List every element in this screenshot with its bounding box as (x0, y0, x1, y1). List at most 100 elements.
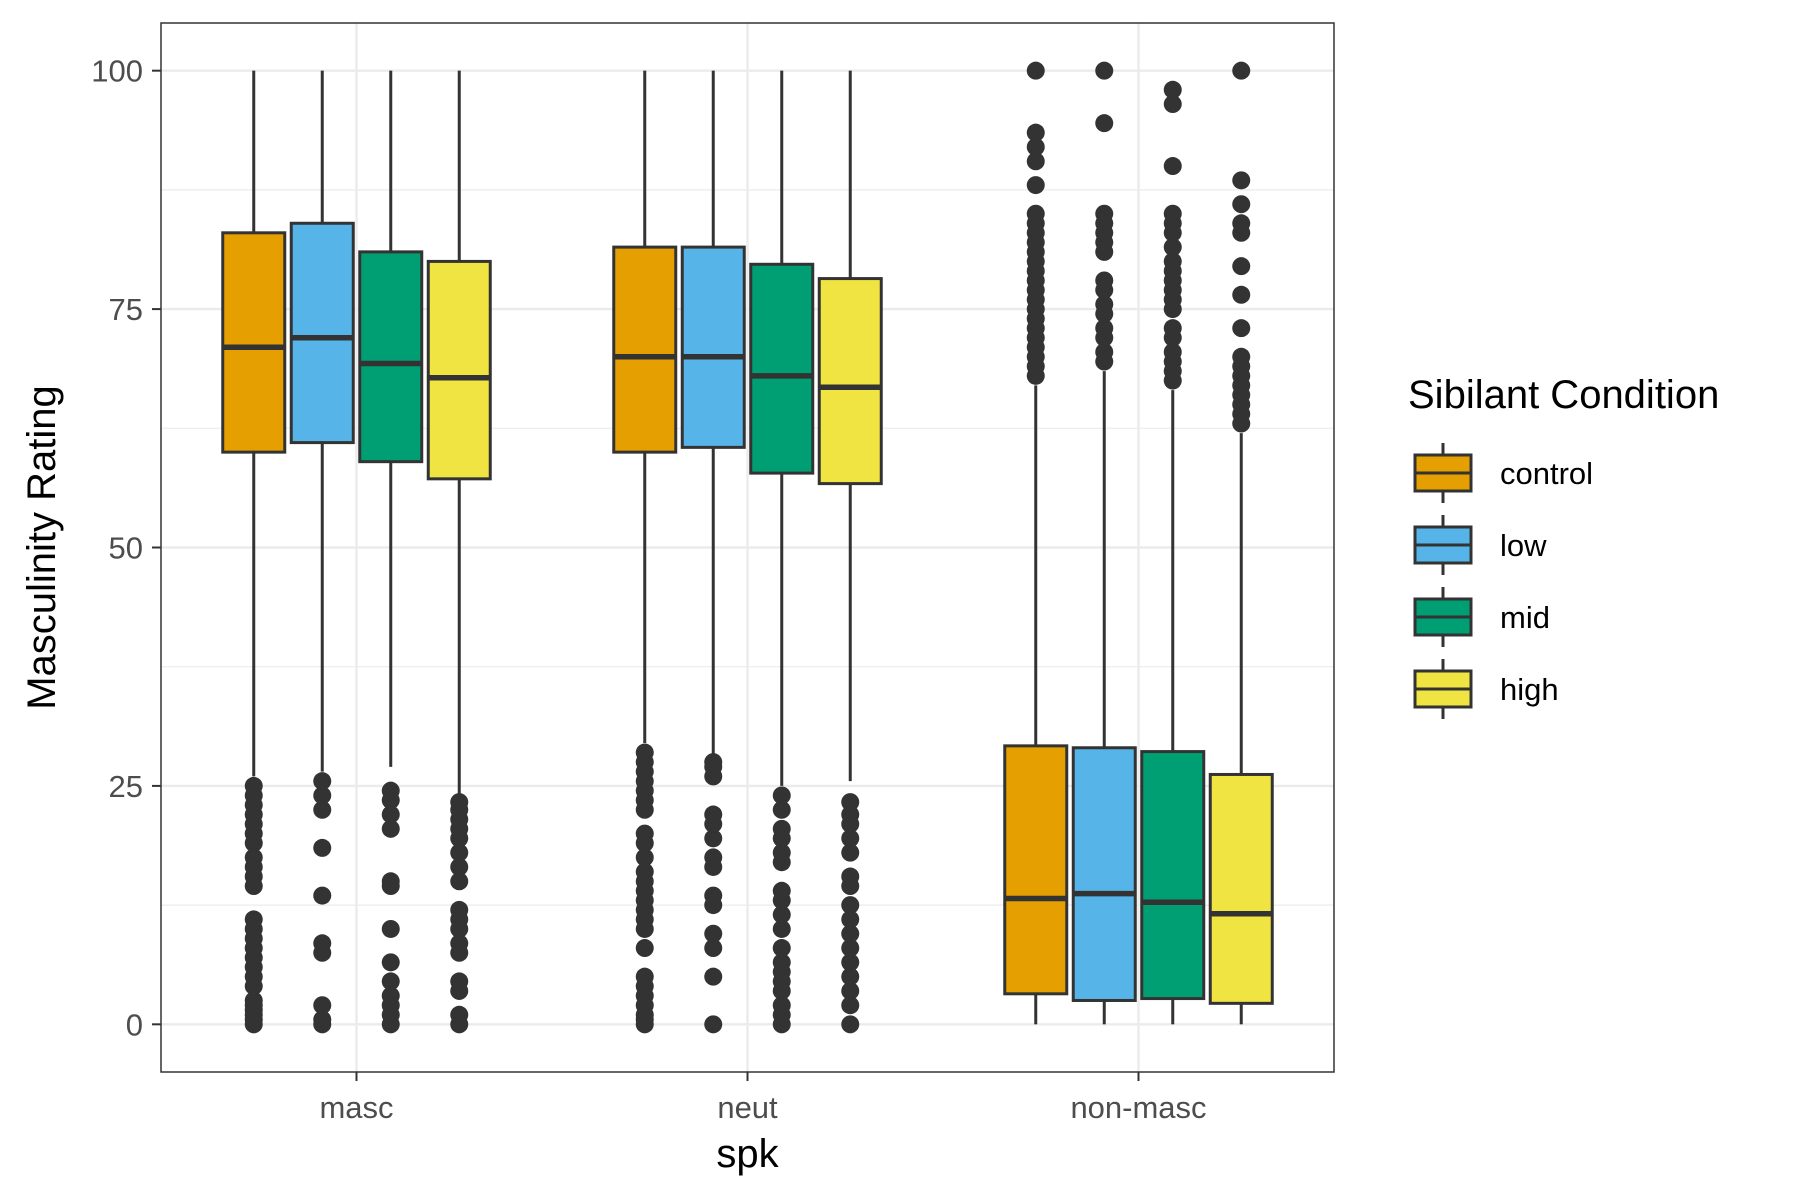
series-high (426, 61, 1274, 1034)
outlier-point (841, 843, 860, 862)
legend-label-mid: mid (1500, 600, 1550, 635)
legend: Sibilant Condition control low mid high (1408, 373, 1719, 719)
outlier-point (1095, 61, 1114, 80)
outlier-point (772, 919, 791, 938)
outlier-point (841, 805, 860, 824)
outlier-point (1095, 295, 1114, 314)
outlier-point (841, 939, 860, 958)
outlier-point (1232, 257, 1251, 276)
iqr-box (749, 262, 815, 475)
series-mid (358, 70, 1206, 1034)
outlier-point (1026, 176, 1045, 195)
outlier-point (1095, 204, 1114, 223)
outlier-point (1163, 80, 1182, 99)
y-axis: 0 25 50 75 100 (91, 54, 161, 1042)
outlier-point (704, 805, 723, 824)
x-tick-label-neut: neut (717, 1090, 778, 1125)
outlier-point (244, 776, 263, 795)
iqr-box (612, 245, 678, 454)
outlier-point (841, 829, 860, 848)
outlier-point (1163, 343, 1182, 362)
outlier-point (635, 939, 654, 958)
box-high-non-masc (1208, 61, 1274, 1025)
outlier-point (704, 967, 723, 986)
outlier-point (313, 886, 332, 905)
iqr-box (358, 250, 424, 464)
outlier-point (772, 905, 791, 924)
outlier-point (772, 819, 791, 838)
outlier-point (841, 996, 860, 1015)
outlier-point (450, 934, 469, 953)
iqr-box (1208, 772, 1274, 1005)
outlier-point (704, 1015, 723, 1034)
outlier-point (1163, 238, 1182, 257)
outlier-point (244, 848, 263, 867)
x-tick-label-non-masc: non-masc (1070, 1090, 1206, 1125)
outlier-point (841, 867, 860, 886)
outlier-point (704, 939, 723, 958)
outlier-point (772, 996, 791, 1015)
outlier-point (1163, 95, 1182, 114)
outlier-point (244, 910, 263, 929)
outlier-point (313, 800, 332, 819)
outlier-point (1232, 171, 1251, 190)
box-control-masc (221, 70, 287, 1034)
iqr-box (680, 245, 746, 449)
box-low-masc (289, 70, 355, 1034)
outlier-point (1163, 319, 1182, 338)
outlier-point (841, 793, 860, 812)
outlier-point (841, 896, 860, 915)
outlier-point (450, 793, 469, 812)
grid-lines (161, 23, 1334, 1072)
outlier-point (450, 972, 469, 991)
x-tick-label-masc: masc (319, 1090, 393, 1125)
outlier-point (704, 829, 723, 848)
outlier-point (313, 934, 332, 953)
outlier-point (772, 800, 791, 819)
outlier-point (1163, 204, 1182, 223)
legend-label-high: high (1500, 672, 1559, 707)
plot-marks (221, 61, 1274, 1034)
outlier-point (1232, 195, 1251, 214)
box-high-neut (817, 70, 883, 1034)
outlier-point (1163, 252, 1182, 271)
outlier-point (704, 924, 723, 943)
outlier-point (450, 1005, 469, 1024)
outlier-point (1232, 214, 1251, 233)
legend-item-low: low (1413, 515, 1547, 575)
box-mid-masc (358, 70, 424, 1034)
outlier-point (1026, 137, 1045, 156)
outlier-point (635, 743, 654, 762)
outlier-point (1095, 319, 1114, 338)
outlier-point (1026, 204, 1045, 223)
outlier-point (313, 772, 332, 791)
outlier-point (313, 1010, 332, 1029)
outlier-point (1095, 343, 1114, 362)
outlier-point (841, 981, 860, 1000)
box-control-non-masc (1003, 61, 1069, 1025)
legend-title: Sibilant Condition (1408, 373, 1719, 417)
outlier-point (1232, 319, 1251, 338)
outlier-point (381, 986, 400, 1005)
outlier-point (381, 872, 400, 891)
legend-label-low: low (1500, 528, 1547, 563)
outlier-point (772, 953, 791, 972)
outlier-point (1026, 123, 1045, 142)
iqr-box (1071, 746, 1137, 1002)
y-tick-label: 0 (126, 1007, 143, 1042)
iqr-box (289, 221, 355, 445)
outlier-point (635, 862, 654, 881)
outlier-point (772, 939, 791, 958)
outlier-point (841, 924, 860, 943)
outlier-point (635, 824, 654, 843)
outlier-point (313, 996, 332, 1015)
outlier-point (635, 848, 654, 867)
x-axis-title: spk (716, 1132, 779, 1176)
iqr-box (221, 231, 287, 454)
outlier-point (1232, 285, 1251, 304)
series-control (221, 61, 1069, 1034)
outlier-point (450, 843, 469, 862)
iqr-box (426, 259, 492, 481)
